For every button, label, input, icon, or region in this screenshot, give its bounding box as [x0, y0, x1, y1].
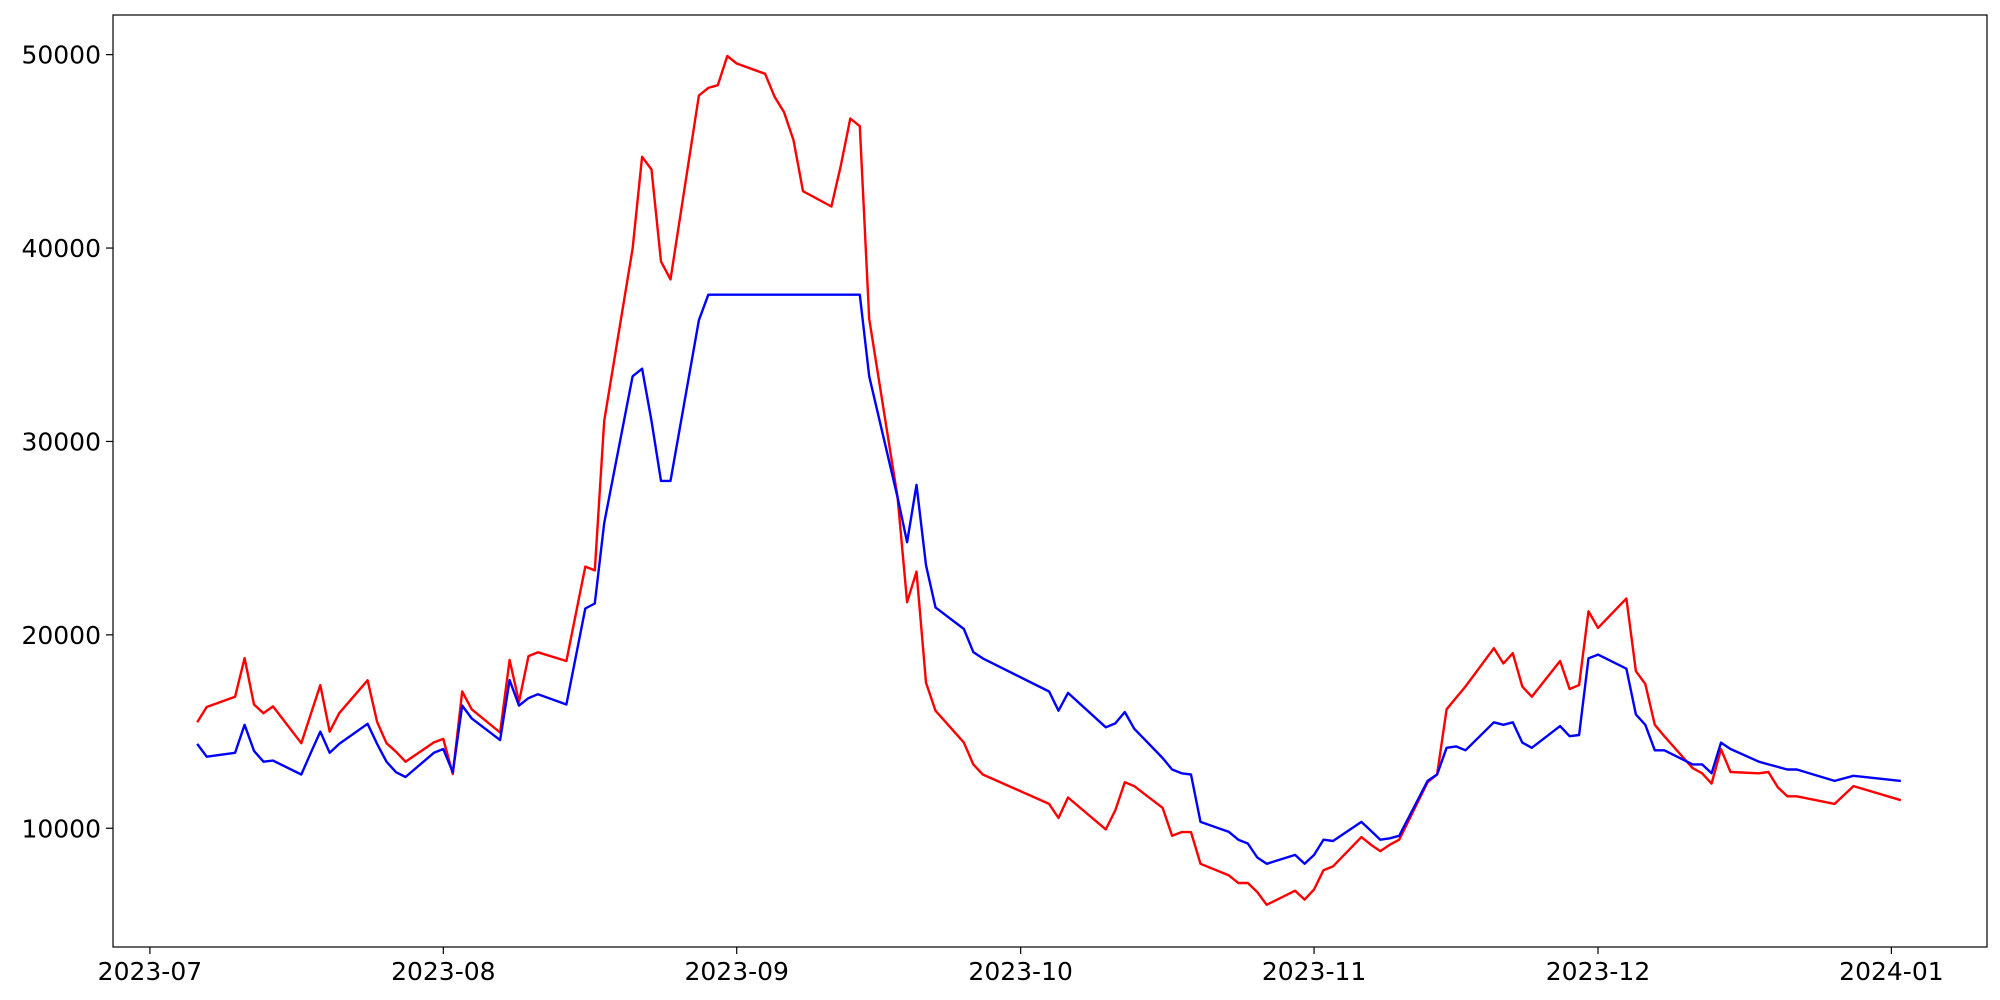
- y-tick-label: 20000: [21, 621, 101, 650]
- data-line: [196, 293, 1902, 865]
- y-tick-label: 40000: [21, 234, 101, 263]
- x-tick-label: 2023-08: [391, 957, 495, 986]
- x-tick-label: 2023-09: [684, 957, 788, 986]
- y-tick-label: 30000: [21, 427, 101, 456]
- x-tick-label: 2023-10: [968, 957, 1072, 986]
- x-tick-label: 2023-07: [98, 957, 202, 986]
- x-tick-label: 2024-01: [1839, 957, 1943, 986]
- x-tick-label: 2023-12: [1546, 957, 1650, 986]
- data-line: [196, 54, 1902, 906]
- plot-frame: [112, 14, 1988, 948]
- y-tick-label: 50000: [21, 41, 101, 70]
- y-tick-label: 10000: [21, 814, 101, 843]
- x-tick-label: 2023-11: [1262, 957, 1366, 986]
